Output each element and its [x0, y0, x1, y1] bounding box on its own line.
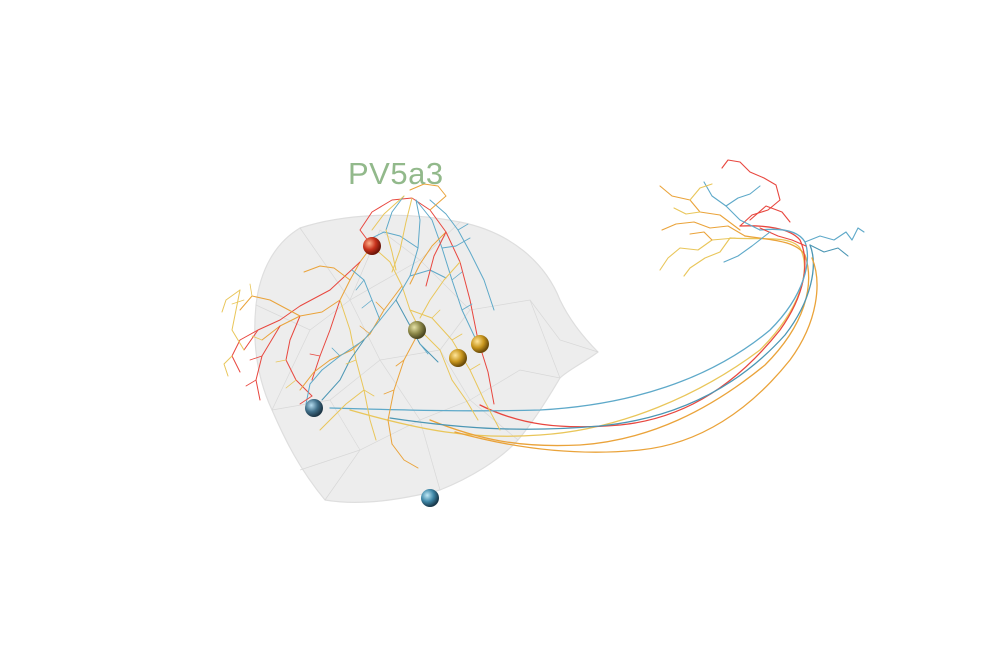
cell-type-label: PV5a3: [348, 156, 444, 191]
fine-twigs: [231, 223, 481, 405]
distal-tuft: [659, 159, 865, 277]
soma-gold-2[interactable]: [471, 335, 489, 353]
soma-olive[interactable]: [408, 321, 426, 339]
soma-steel-1[interactable]: [305, 399, 323, 417]
soma-red[interactable]: [363, 237, 381, 255]
brain-mesh: [254, 214, 599, 503]
local-dendrites: [221, 183, 501, 469]
neuron-arbors: [221, 159, 865, 469]
somas: [305, 237, 489, 507]
projection-axons: [329, 225, 818, 453]
soma-steel-2[interactable]: [421, 489, 439, 507]
soma-gold-1[interactable]: [449, 349, 467, 367]
